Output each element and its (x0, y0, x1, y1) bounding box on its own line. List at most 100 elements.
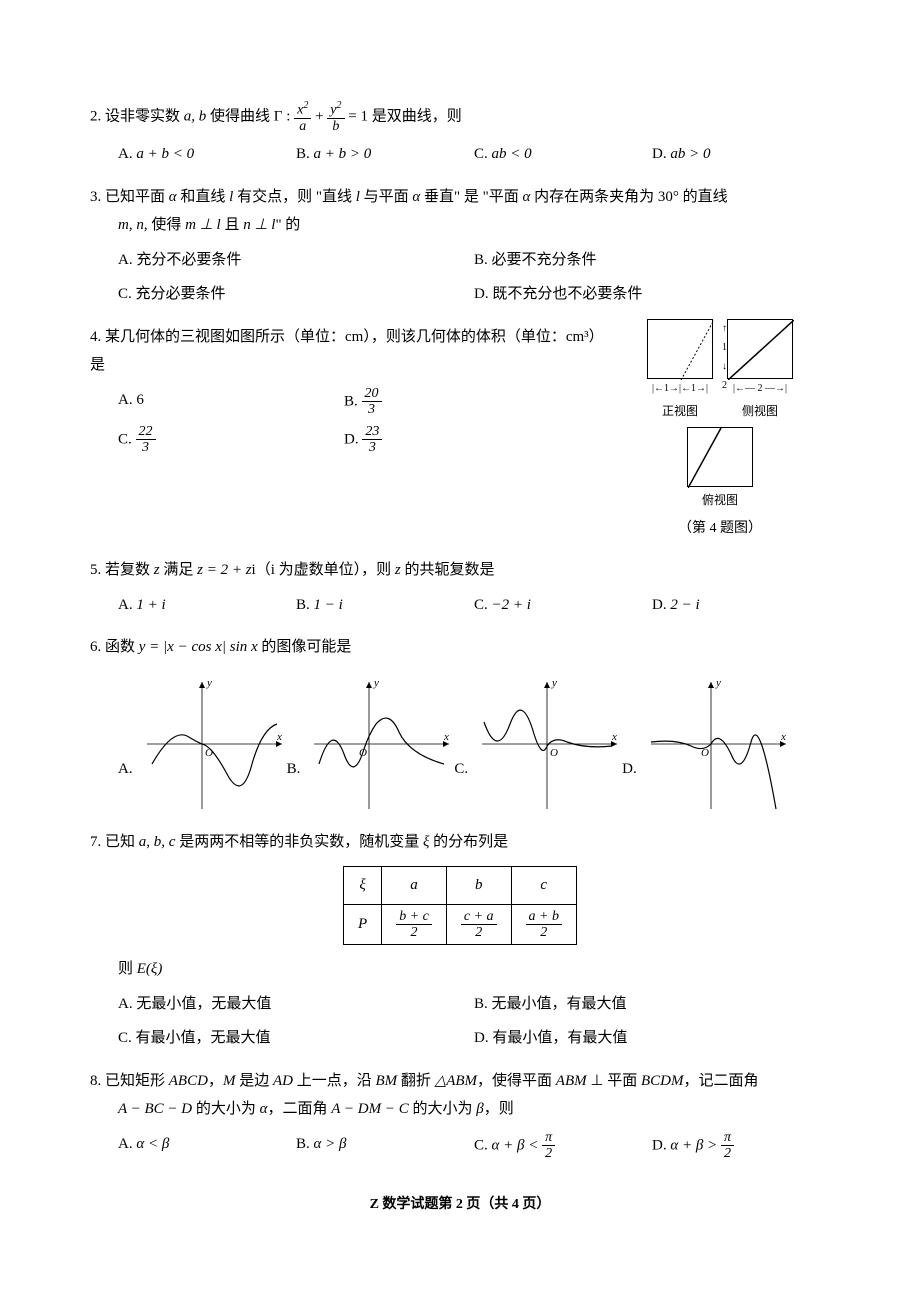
d: 3 (362, 402, 382, 417)
axis-label: y (715, 677, 721, 689)
m: ABM (556, 1073, 587, 1089)
q6-graph-A: A. y x O (118, 674, 287, 814)
graph-svg-C: y x O (472, 674, 622, 814)
q6-graph-D: D. y x O (622, 674, 791, 814)
q7-num: 7. (90, 834, 101, 850)
opt-label: B. (296, 1136, 314, 1152)
m: α + β > (670, 1137, 721, 1153)
opt-math: a + b < 0 (136, 146, 194, 162)
front-view: ↑1↓2 |←1→|←1→| 正视图 (647, 319, 713, 423)
d: 3 (136, 440, 156, 455)
opt-label: A. (118, 146, 136, 162)
cell: c + a2 (446, 904, 511, 945)
question-6: 6. 函数 y = |x − cos x| sin x 的图像可能是 A. y … (90, 633, 830, 814)
q8-options: A. α < β B. α > β C. α + β < π2 D. α + β… (90, 1130, 830, 1162)
opt-label: A. (118, 392, 136, 408)
t: 是边 (235, 1073, 273, 1089)
q2-optB: B. a + b > 0 (296, 140, 474, 169)
top-view-svg (688, 428, 754, 488)
axis-label: y (373, 677, 379, 689)
view-label: 侧视图 (727, 400, 793, 423)
q7-options-r1: A. 无最小值，无最大值 B. 无最小值，有最大值 (90, 990, 830, 1019)
side-view-svg (728, 320, 794, 380)
q2-optA: A. a + b < 0 (118, 140, 296, 169)
n: a + b (526, 909, 562, 925)
q7-optD: D. 有最小值，有最大值 (474, 1024, 830, 1053)
cell: a (382, 867, 447, 905)
q2-text-post: 是双曲线，则 (368, 109, 462, 125)
opt-label: B. (296, 597, 314, 613)
question-3: 3. 已知平面 α 和直线 l 有交点，则 "直线 l 与平面 α 垂直" 是 … (90, 183, 830, 309)
q4-caption: （第 4 题图） (610, 516, 830, 543)
q2-text-pre: 设非零实数 (105, 109, 184, 125)
m: −2 + i (492, 597, 531, 613)
opt-label: A. (118, 597, 136, 613)
m: α (260, 1101, 268, 1117)
m: ABCD (169, 1073, 208, 1089)
q2-text-mid: 使得曲线 Γ : (206, 109, 294, 125)
opt-math: ab > 0 (670, 146, 710, 162)
q3-optD: D. 既不充分也不必要条件 (474, 280, 830, 309)
t: 若复数 (105, 562, 154, 578)
m: α + β < (492, 1137, 543, 1153)
opt-label: C. (474, 597, 492, 613)
q4-fig-row2: 俯视图 (610, 427, 830, 512)
eq: y = |x − cos x| sin x (139, 639, 258, 655)
q8-optD: D. α + β > π2 (652, 1130, 830, 1162)
question-5: 5. 若复数 z 满足 z = 2 + zi（i 为虚数单位），则 z 的共轭复… (90, 556, 830, 619)
t: 垂直" 是 "平面 (420, 189, 522, 205)
q5-optB: B. 1 − i (296, 591, 474, 620)
question-7: 7. 已知 a, b, c 是两两不相等的非负实数，随机变量 ξ 的分布列是 ξ… (90, 828, 830, 1053)
dim: 1 (691, 383, 696, 394)
t: 的大小为 (409, 1101, 477, 1117)
view-label: 正视图 (647, 400, 713, 423)
cell: b (446, 867, 511, 905)
n: 20 (362, 386, 382, 402)
t: , 使得 (144, 217, 185, 233)
q8-stem: 8. 已知矩形 ABCD，M 是边 AD 上一点，沿 BM 翻折 △ABM，使得… (90, 1067, 830, 1096)
n: 22 (136, 424, 156, 440)
d: 2 (721, 1146, 734, 1161)
cell: P (344, 904, 382, 945)
distribution-table: ξ a b c P b + c2 c + a2 a + b2 (343, 866, 577, 945)
question-4: ↑1↓2 |←1→|←1→| 正视图 |←— 2 —→| 侧视图 俯视图 （第 (90, 323, 830, 542)
t: 有交点，则 "直线 (233, 189, 355, 205)
q5-optA: A. 1 + i (118, 591, 296, 620)
perp: n ⊥ l (243, 217, 275, 233)
opt-label: A. (118, 755, 133, 784)
axis-label: x (780, 731, 786, 743)
t: 和直线 (177, 189, 230, 205)
q3-optB: B. 必要不充分条件 (474, 246, 830, 275)
side-view: |←— 2 —→| 侧视图 (727, 319, 793, 423)
q3-optC: C. 充分必要条件 (118, 280, 474, 309)
m: BM (375, 1073, 397, 1089)
opt-label: D. (622, 755, 637, 784)
opt-label: D. (652, 1137, 670, 1153)
t: 则 (118, 961, 137, 977)
opt-math: ab < 0 (492, 146, 532, 162)
d: 2 (396, 925, 432, 940)
q2-optC: C. ab < 0 (474, 140, 652, 169)
t: 的分布列是 (429, 834, 508, 850)
d: 2 (461, 925, 497, 940)
m: AD (273, 1073, 293, 1089)
q2-frac1: x2a (294, 100, 311, 134)
t: ⊥ 平面 (587, 1073, 641, 1089)
q7-then: 则 E(ξ) (90, 955, 830, 984)
m: α > β (314, 1136, 347, 1152)
q8-optA: A. α < β (118, 1130, 296, 1162)
q4-fig-row1: ↑1↓2 |←1→|←1→| 正视图 |←— 2 —→| 侧视图 (610, 319, 830, 423)
q2-optD: D. ab > 0 (652, 140, 830, 169)
q8-line2: A − BC − D 的大小为 α，二面角 A − DM − C 的大小为 β，… (90, 1095, 830, 1124)
d: 2 (542, 1146, 555, 1161)
d: 2 (526, 925, 562, 940)
cell: c (511, 867, 576, 905)
q8-optB: B. α > β (296, 1130, 474, 1162)
t: 已知平面 (105, 189, 169, 205)
m: A − BC − D (118, 1101, 192, 1117)
t: ，使得平面 (477, 1073, 556, 1089)
graph-svg-B: y x O (304, 674, 454, 814)
q7-optA: A. 无最小值，无最大值 (118, 990, 474, 1019)
dim: 1 (664, 383, 669, 394)
q6-graphs: A. y x O B. y x O C. (90, 674, 830, 814)
